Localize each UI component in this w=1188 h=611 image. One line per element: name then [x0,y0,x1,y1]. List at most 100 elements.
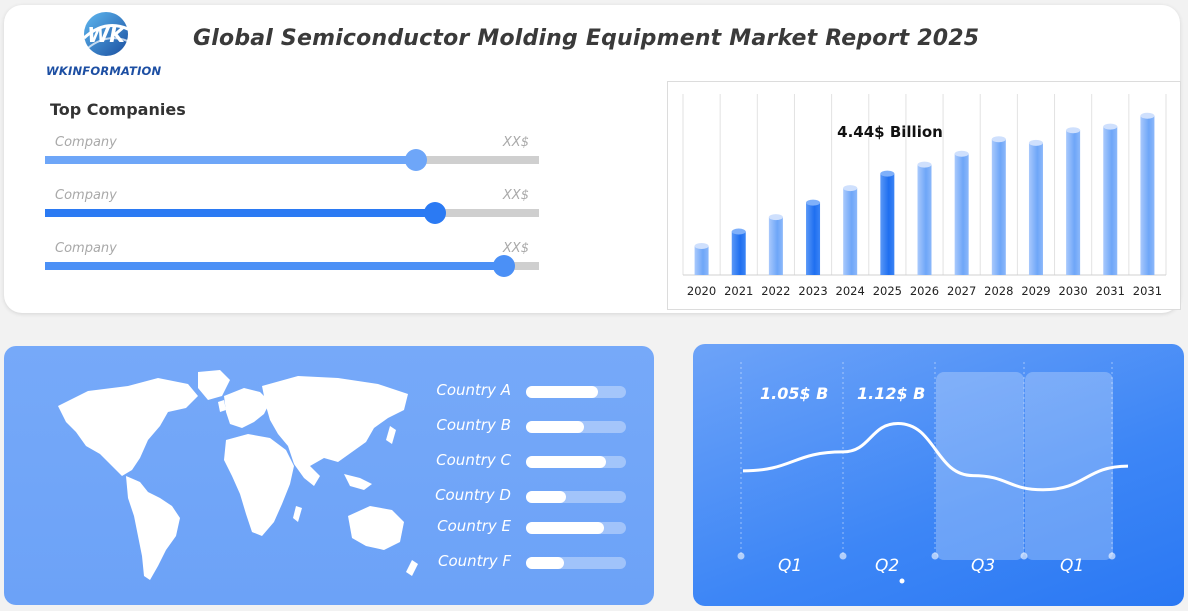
slider-knob[interactable] [424,202,447,224]
slider-track[interactable] [45,202,539,224]
x-tick-label: 2022 [761,284,790,298]
bar-2021 [731,231,746,275]
slider-track[interactable] [45,255,539,277]
annotation-2: 1.12$ B [857,384,926,403]
slider-fill [45,262,505,270]
country-bar-fill [526,421,584,433]
x-tick-label: 2029 [1021,284,1050,298]
bar-cap [806,199,821,206]
country-label: Country C [436,451,511,469]
country-label: Country F [438,552,511,570]
quarter-label-1: Q1 [778,556,803,576]
bar-2028 [991,139,1006,275]
trend-line [742,421,1129,492]
bar-chart-svg: 2020 2021 2022 2023 2024 2025 2026 2027 2028 2029… [682,94,1167,298]
company-value: XX$ [502,188,529,203]
country-bar-fill [526,491,566,503]
bar-2030 [1066,130,1081,275]
highlight-panel [1025,372,1113,560]
guide-dot [839,552,847,560]
x-tick-label: 2023 [798,284,827,298]
guide-dot [931,552,939,560]
country-bar-track [526,491,626,503]
company-value: XX$ [502,241,529,256]
company-logo: WK [44,8,172,82]
guide-dot [1108,552,1116,560]
bar-cap [1140,112,1155,119]
bar-cap [880,170,895,177]
country-bar-track [526,456,626,468]
bar-2025 [880,173,895,275]
world-map-icon [58,370,418,580]
country-row: Country F [424,552,634,572]
country-row: Country A [424,381,634,401]
bar-cap [1028,139,1043,146]
x-tick-label: 2030 [1058,284,1087,298]
top-companies-heading: Top Companies [50,100,186,119]
annotation-1: 1.05$ B [760,384,829,403]
bar-cap [1066,127,1081,134]
guide-dot [737,552,745,560]
country-bar-track [526,522,626,534]
slider-knob[interactable] [493,255,516,277]
country-row: Country D [424,486,634,506]
page-title: Global Semiconductor Molding Equipment M… [193,26,980,51]
country-bar-fill [526,557,564,569]
quarter-label-2: Q2 [875,556,900,576]
country-row: Country E [424,517,634,537]
brand-name: WKINFORMATION [46,64,162,78]
market-size-bar-chart: 2020 2021 2022 2023 2024 2025 2026 2027 2028 2029… [667,81,1181,310]
bar-2031 [1103,126,1118,275]
country-bar-fill [526,522,604,534]
company-value: XX$ [502,135,529,150]
bar-2027 [954,153,969,275]
country-label: Country B [436,416,511,434]
x-tick-label: 2031 [1096,284,1125,298]
market-size-annotation: 4.44$ Billion [837,123,943,141]
slider-fill [45,156,416,164]
country-label: Country A [436,381,511,399]
slider-track[interactable] [45,149,539,171]
bar-2026 [917,164,932,275]
x-tick-label: 2025 [873,284,902,298]
country-label: Country D [435,486,511,504]
bar-cap [1103,123,1118,130]
bar-cap [954,150,969,157]
quarterly-line-chart [737,362,1129,584]
bar-2023 [806,202,821,275]
company-label: Company [55,188,117,203]
country-bar-track [526,421,626,433]
marker-dot [899,578,905,584]
quarterly-trend-card: 1.05$ B 1.12$ B Q1 Q2 Q3 Q1 [693,344,1184,606]
x-tick-label: 2031 [1133,284,1162,298]
bar-cap [991,136,1006,143]
x-tick-label: 2024 [836,284,865,298]
country-row: Country B [424,416,634,436]
bar-2022 [768,217,783,275]
bar-cap [917,161,932,168]
svg-text:WK: WK [87,23,126,47]
x-tick-label: 2027 [947,284,976,298]
bar-cap [694,243,709,250]
bar-2029 [1028,142,1043,275]
company-label: Company [55,135,117,150]
x-tick-label: 2028 [984,284,1013,298]
bar-cap [843,185,858,192]
company-label: Company [55,241,117,256]
x-tick-label: 2026 [910,284,939,298]
guide-dot [1020,552,1028,560]
bar-2020 [694,246,709,275]
bar-cap [768,214,783,221]
country-bar-track [526,557,626,569]
country-row: Country C [424,451,634,471]
x-tick-label: 2020 [687,284,716,298]
quarter-label-3: Q3 [971,556,996,576]
slider-knob[interactable] [404,149,427,171]
bar-cap [731,228,746,235]
x-tick-label: 2021 [724,284,753,298]
quarter-label-4: Q1 [1060,556,1085,576]
region-card: Country A Country B Country C Country D Coun… [4,346,654,605]
bar-2031 [1140,115,1155,275]
country-bar-fill [526,456,606,468]
bar-2024 [843,188,858,275]
